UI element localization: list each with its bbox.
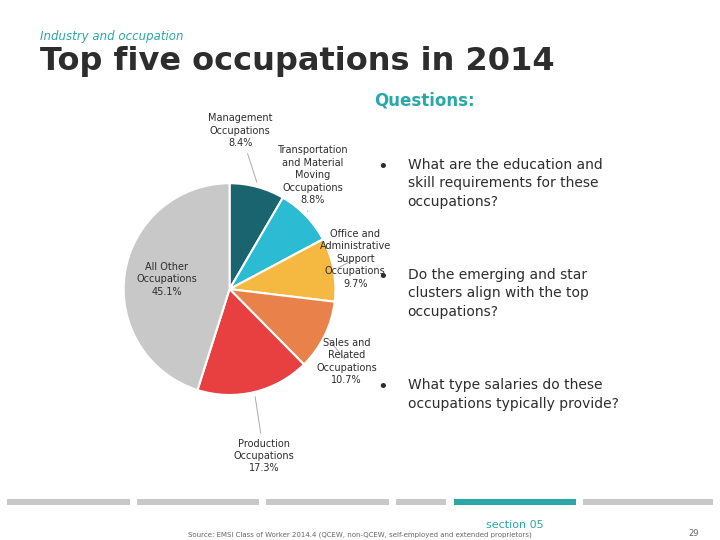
Bar [137, 499, 259, 505]
Bar [266, 499, 389, 505]
Bar [396, 499, 446, 505]
Text: Do the emerging and star
clusters align with the top
occupations?: Do the emerging and star clusters align … [408, 268, 588, 319]
Bar [583, 499, 713, 505]
Wedge shape [230, 289, 335, 365]
Text: Transportation
and Material
Moving
Occupations
8.8%: Transportation and Material Moving Occup… [277, 145, 348, 212]
Wedge shape [124, 183, 230, 390]
Text: Office and
Administrative
Support
Occupations
9.7%: Office and Administrative Support Occupa… [320, 229, 391, 289]
Text: Sales and
Related
Occupations
10.7%: Sales and Related Occupations 10.7% [316, 338, 377, 385]
Text: Production
Occupations
17.3%: Production Occupations 17.3% [234, 397, 294, 474]
Text: Source: EMSI Class of Worker 2014.4 (QCEW, non-QCEW, self-employed and extended : Source: EMSI Class of Worker 2014.4 (QCE… [188, 531, 532, 538]
Text: What are the education and
skill requirements for these
occupations?: What are the education and skill require… [408, 158, 602, 208]
Text: •: • [378, 158, 389, 176]
Wedge shape [230, 239, 336, 302]
Text: •: • [378, 378, 389, 396]
Wedge shape [230, 183, 283, 289]
Text: Top five occupations in 2014: Top five occupations in 2014 [40, 46, 554, 77]
Text: •: • [378, 268, 389, 286]
Text: Questions:: Questions: [374, 92, 475, 110]
Bar [454, 499, 576, 505]
Wedge shape [197, 289, 304, 395]
Text: 29: 29 [688, 529, 698, 538]
Text: All Other
Occupations
45.1%: All Other Occupations 45.1% [136, 262, 197, 297]
Text: Management
Occupations
8.4%: Management Occupations 8.4% [208, 113, 272, 182]
Wedge shape [230, 198, 323, 289]
Bar [7, 499, 130, 505]
Text: section 05: section 05 [486, 519, 544, 530]
Text: Industry and occupation: Industry and occupation [40, 30, 183, 43]
Text: What type salaries do these
occupations typically provide?: What type salaries do these occupations … [408, 378, 618, 410]
